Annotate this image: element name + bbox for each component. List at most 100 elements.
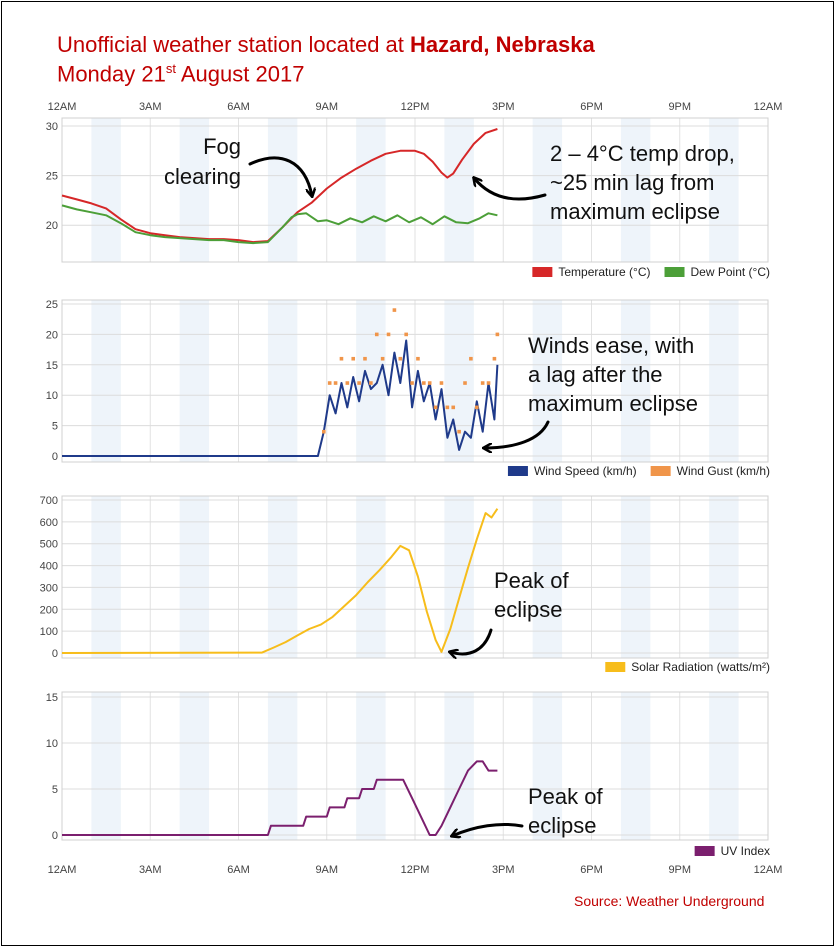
plot-area [61, 117, 769, 263]
time-band [620, 300, 651, 462]
gust-marker [410, 381, 414, 385]
time-band [267, 496, 298, 658]
time-band [91, 118, 121, 262]
y-tick-label: 300 [40, 582, 58, 594]
chart-panel-1: 20 25 30 Dew Point (°C) Temperature (°C) [46, 117, 770, 279]
y-tick-label: 20 [46, 220, 58, 232]
arrow-winds [484, 420, 550, 448]
series-line-1 [62, 339, 499, 457]
time-band [356, 496, 386, 658]
gust-marker [351, 356, 356, 361]
gust-marker [427, 381, 432, 385]
time-tick-label: 6PM [580, 864, 603, 876]
series-line-1 [62, 760, 498, 836]
gust-marker [339, 356, 344, 361]
time-band [620, 692, 651, 840]
annotation-line: Peak of [494, 568, 569, 593]
time-band [91, 692, 121, 840]
legend: UV Index [694, 844, 770, 858]
legend: Dew Point (°C) Temperature (°C) [532, 265, 770, 279]
legend-swatch [605, 662, 626, 672]
time-band [267, 300, 298, 462]
time-band [620, 496, 651, 658]
time-tick-label: 12AM [48, 101, 77, 113]
legend-swatch [532, 267, 553, 277]
annotation-line: eclipse [494, 597, 562, 622]
gust-marker [357, 381, 361, 385]
title-location: Hazard, Nebraska [410, 32, 595, 57]
time-band [267, 692, 298, 840]
y-tick-label: 600 [40, 517, 58, 529]
annotation-solar-peak: Peak of eclipse [494, 568, 569, 622]
legend-label: Wind Speed (km/h) [534, 464, 637, 478]
annotation-line: maximum eclipse [528, 391, 698, 416]
annotation-winds: Winds ease, with a lag after the maximum e… [528, 333, 698, 416]
time-band [532, 118, 563, 262]
y-tick-label: 5 [52, 784, 58, 796]
gust-marker [363, 356, 367, 361]
time-tick-label: 9PM [668, 864, 691, 876]
annotation-temp-drop: 2 – 4°C temp drop, ~25 min lag from maximu… [550, 141, 735, 224]
legend: Solar Radiation (watts/m²) [605, 660, 770, 674]
annotation-line: Peak of [528, 784, 603, 809]
plot-area [61, 691, 769, 841]
legend-swatch [507, 466, 528, 476]
time-band [91, 300, 121, 462]
legend-label: Solar Radiation (watts/m²) [631, 660, 770, 674]
legend-label: Dew Point (°C) [691, 265, 770, 279]
time-band [356, 300, 386, 462]
y-tick-label: 100 [40, 626, 58, 638]
gust-marker [369, 381, 373, 385]
time-tick-label: 6AM [227, 101, 250, 113]
time-tick-label: 12PM [401, 101, 430, 113]
gust-marker [486, 381, 491, 385]
legend-swatch [664, 267, 685, 277]
time-tick-label: 3PM [492, 101, 515, 113]
time-band [709, 496, 739, 658]
y-tick-label: 0 [52, 451, 58, 463]
gust-marker [469, 356, 473, 361]
y-tick-label: 15 [46, 360, 58, 372]
gust-marker [398, 356, 403, 361]
time-band [91, 496, 121, 658]
y-tick-label: 20 [46, 329, 58, 341]
time-tick-label: 3PM [492, 864, 515, 876]
gust-marker [404, 332, 408, 337]
arrow-fog [248, 156, 312, 196]
legend-label: UV Index [721, 844, 770, 858]
time-tick-label: 9AM [315, 101, 338, 113]
chart-title: Unofficial weather station located at Ha… [57, 32, 595, 57]
y-tick-label: 30 [46, 121, 58, 133]
time-band [444, 692, 474, 840]
gust-marker [416, 356, 420, 361]
time-tick-label: 12AM [754, 864, 783, 876]
y-tick-label: 400 [40, 561, 58, 573]
series-line-2 [61, 204, 498, 245]
time-tick-label: 3AM [139, 864, 162, 876]
time-tick-label: 12AM [48, 864, 77, 876]
gust-marker [451, 405, 456, 410]
time-tick-label: 3AM [139, 101, 162, 113]
bottom-time-axis: 12AM 3AM 6AM 9AM 12PM 3PM 6PM 9PM 12AM [48, 864, 783, 876]
chart-panel-2: 0 5 10 15 20 25 Wind Gust (km/h) Wind Speed (km… [46, 299, 770, 478]
legend: Wind Gust (km/h) Wind Speed (km/h) [507, 464, 770, 478]
y-tick-label: 500 [40, 539, 58, 551]
annotation-line: ~25 min lag from [550, 170, 714, 195]
annotation-line: 2 – 4°C temp drop, [550, 141, 735, 166]
top-time-axis: 12AM 3AM 6AM 9AM 12PM 3PM 6PM 9PM 12AM [48, 101, 783, 113]
time-band [179, 496, 210, 658]
y-tick-label: 10 [46, 390, 58, 402]
source-credit: Source: Weather Underground [574, 893, 765, 909]
gust-marker [322, 429, 326, 434]
gust-marker [480, 381, 485, 385]
y-tick-label: 15 [46, 692, 58, 704]
gust-marker [386, 332, 391, 337]
legend-swatch [694, 846, 715, 856]
gust-marker [433, 405, 438, 410]
y-tick-label: 0 [52, 648, 58, 660]
time-band [444, 118, 474, 262]
time-band [709, 300, 739, 462]
time-tick-label: 9AM [315, 864, 338, 876]
gust-marker [495, 332, 500, 337]
